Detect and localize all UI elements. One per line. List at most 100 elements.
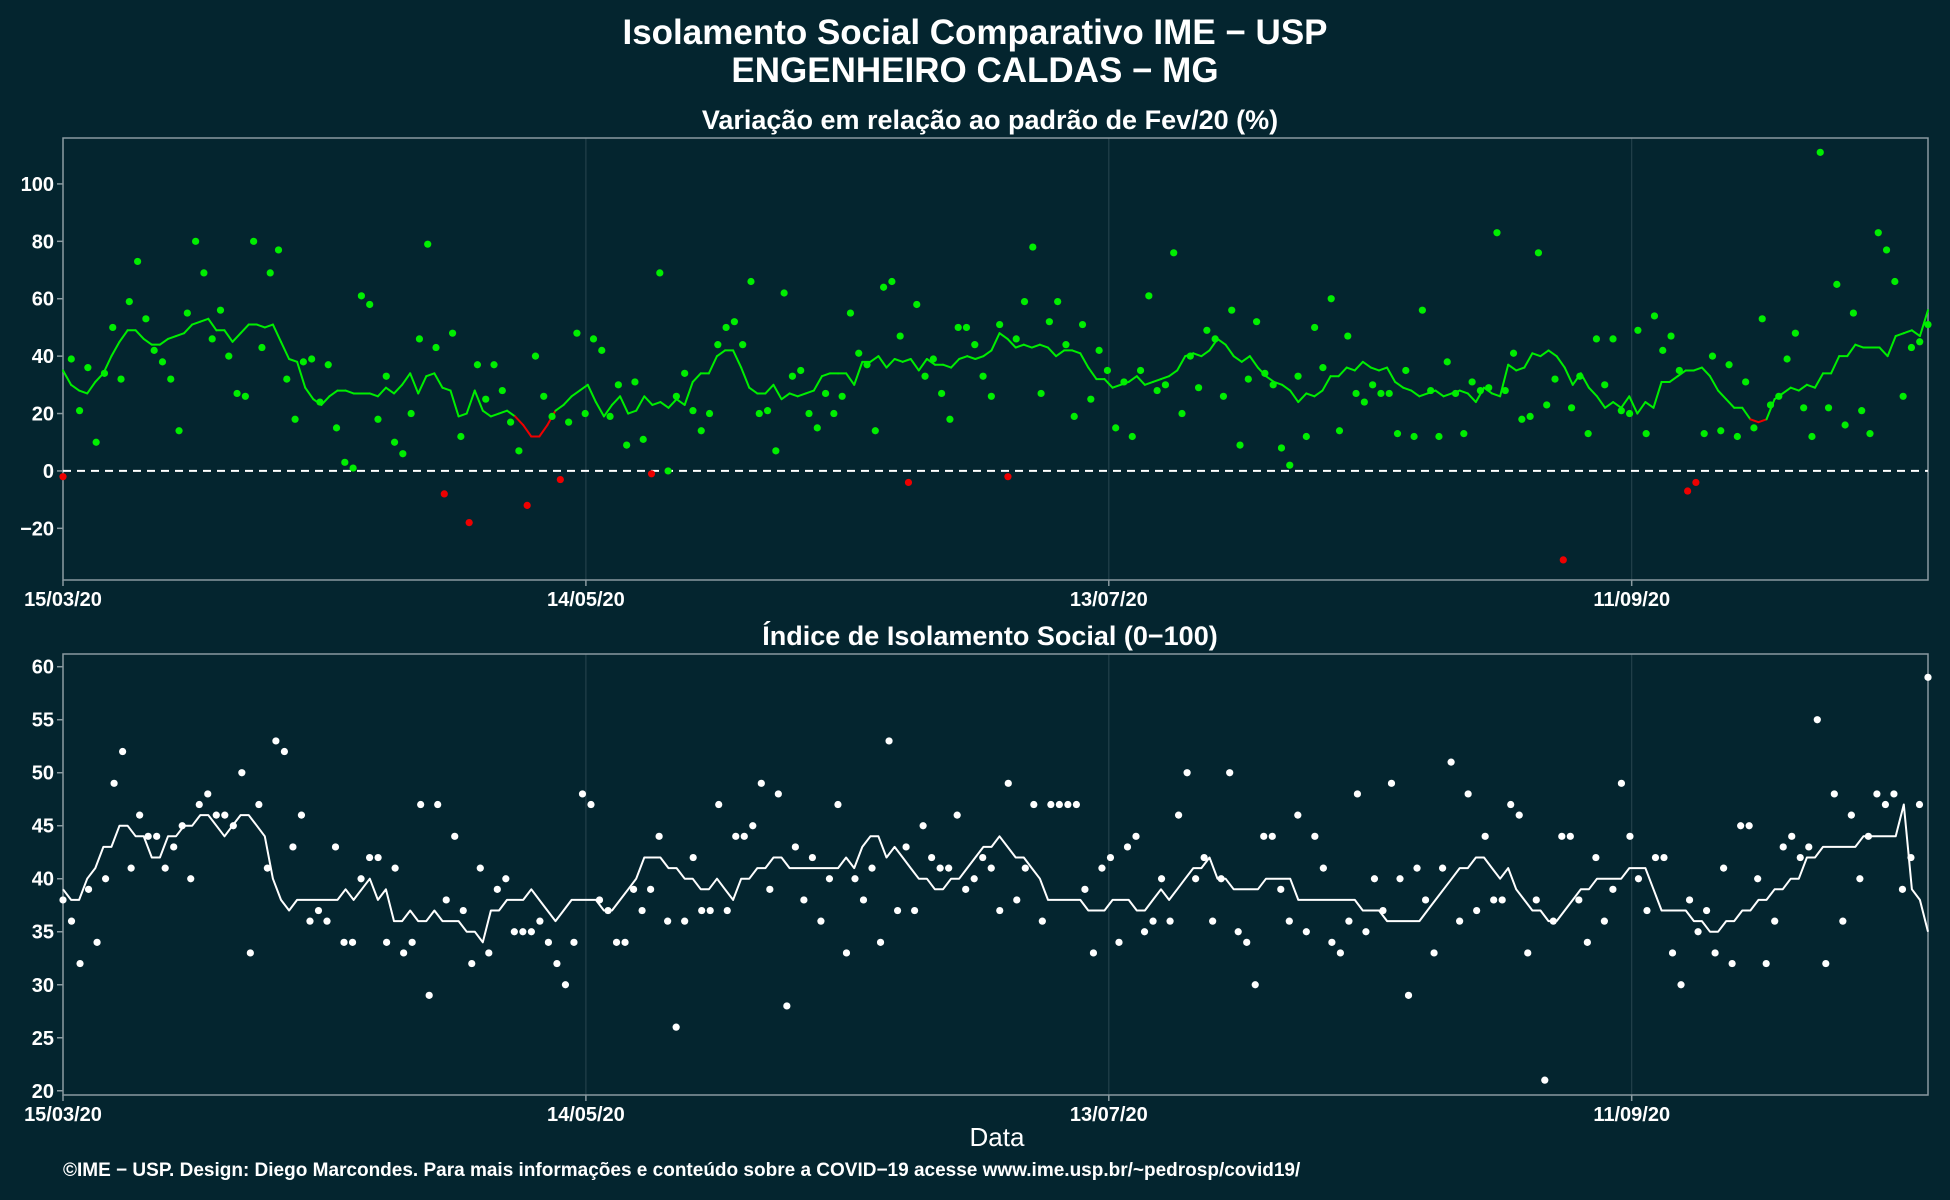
data-point [1576,372,1584,380]
data-point [1592,335,1601,343]
data-point [1720,864,1728,872]
data-point [531,352,540,360]
data-point [565,418,573,426]
trend-line-segment [974,355,985,360]
data-point [1286,461,1294,469]
data-point [1087,395,1095,403]
top-panel-title: Variação em relação ao padrão de Fev/20 … [702,105,1278,135]
data-point [233,389,241,398]
data-point [1677,981,1685,989]
data-point [1427,386,1435,395]
trend-line-segment [1700,366,1712,378]
data-point [1476,386,1484,395]
trend-line-segment [643,395,654,406]
data-point [1532,896,1540,904]
trend-line-segment [175,332,186,338]
x-tick-label: 14/05/20 [547,589,625,611]
data-point [1824,404,1833,412]
data-point [1567,404,1576,412]
trend-line-segment [441,386,452,392]
data-point [921,372,929,380]
data-point [757,779,765,787]
trend-line-segment [1248,355,1259,369]
data-point [316,398,324,406]
data-point [1891,277,1899,286]
data-point [1717,427,1725,435]
trend-line-segment [885,358,896,369]
trend-line-segment [1692,366,1703,372]
trend-line-segment [958,355,969,360]
data-point [732,832,740,840]
data-point [1559,556,1567,564]
data-point [1775,392,1783,400]
data-point [399,450,407,458]
x-tick-label: 15/03/20 [24,589,102,611]
data-point [825,875,834,883]
data-point [291,415,299,423]
data-point [772,447,780,455]
data-point [485,949,493,957]
data-point [589,335,598,343]
data-point [1004,779,1012,787]
data-point [578,790,587,798]
data-point [1456,917,1464,925]
data-point [1244,375,1252,383]
trend-line-segment [619,395,630,415]
data-point [59,896,67,904]
data-point [1907,343,1916,352]
data-point [1617,407,1625,415]
trend-line-segment [1813,372,1825,389]
data-point [1435,432,1443,441]
data-point [1737,822,1745,830]
y-tick-label: 45 [32,816,54,838]
data-point [424,240,432,248]
data-point [1443,358,1451,366]
trend-line-segment [1531,352,1542,358]
data-point [928,853,936,862]
trend-line-segment [998,332,1009,340]
trend-line-segment [1902,329,1913,335]
trend-line-segment [1127,375,1138,383]
data-point [1667,332,1675,340]
data-point [161,864,169,872]
data-point [229,822,237,830]
data-point [440,490,448,498]
trend-line-segment [1200,349,1211,358]
data-point [1277,885,1285,893]
data-point [158,358,167,366]
data-point [1659,346,1667,354]
trend-line-segment [869,355,880,363]
trend-line-segment [893,358,904,363]
data-point [623,441,631,449]
y-tick-label: 40 [32,869,54,891]
trend-line-segment [1846,343,1857,358]
data-point [1319,364,1327,372]
data-point [570,938,578,946]
trend-line-segment [514,415,525,427]
data-point [482,395,490,403]
data-point [1418,306,1426,314]
trend-line-segment [691,372,702,383]
data-point [442,896,450,904]
data-point [1873,790,1881,798]
trend-line-segment [1297,392,1308,404]
data-point [1858,407,1866,415]
data-point [813,424,821,432]
data-point [705,409,714,418]
data-point [979,372,987,380]
trend-line-segment [1644,401,1655,409]
data-point [689,407,697,415]
trend-line-segment [384,386,396,395]
data-point [876,938,885,946]
trend-line-segment [1394,380,1405,389]
trend-line-segment [255,323,266,329]
data-point [953,811,961,819]
data-point [987,392,995,400]
data-point [408,938,416,946]
x-tick-label: 11/09/20 [1593,589,1670,611]
data-point [167,375,175,383]
data-point [1601,381,1609,389]
trend-line-segment [328,389,339,398]
data-point [1277,444,1286,452]
data-point [1509,349,1518,357]
